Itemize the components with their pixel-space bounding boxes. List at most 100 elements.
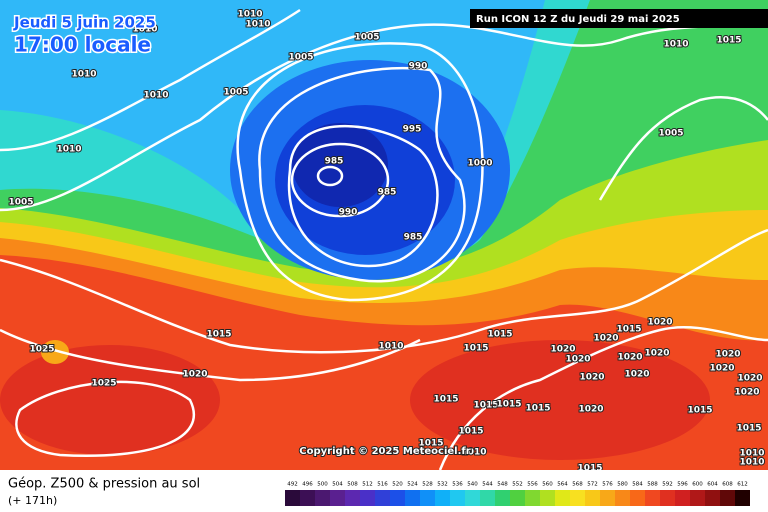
isobar-label: 1015 [463,344,488,354]
isobar-label: 1010 [461,448,486,458]
legend-swatch [615,490,630,506]
isobar-label: 1015 [525,404,550,414]
isobar-label: 1020 [715,350,740,360]
legend-swatch [705,490,720,506]
legend-tick-label: 544 [482,482,493,488]
isobar-label: 985 [378,188,397,198]
isobar-label: 1005 [8,198,33,208]
legend-swatch [375,490,390,506]
legend-tick-label: 600 [692,482,703,488]
legend-swatch [510,490,525,506]
isobar-label: 1015 [418,439,443,449]
legend-tick-label: 496 [302,482,313,488]
isobar-label: 995 [403,125,422,135]
run-label: Run ICON 12 Z du Jeudi 29 mai 2025 [476,14,680,25]
legend-swatch [420,490,435,506]
legend-swatch [285,490,300,506]
isobar-label: 1020 [578,405,603,415]
legend-tick-label: 572 [587,482,598,488]
legend-tick-label: 560 [542,482,553,488]
isobar-label: 1005 [354,33,379,43]
forecast-time: 17:00 locale [14,33,151,57]
isobar-label: 1015 [487,330,512,340]
isobar-label: 1020 [565,355,590,365]
isobar-label: 985 [404,233,423,243]
isobar-label: 1020 [734,388,759,398]
legend-swatch [645,490,660,506]
legend-swatch [585,490,600,506]
legend-swatch [390,490,405,506]
isobar-label: 1005 [658,129,683,139]
isobar-label: 1015 [716,36,741,46]
legend-swatch [345,490,360,506]
isobar-label: 1010 [739,449,764,459]
isobars [0,8,768,471]
legend-tick-label: 532 [437,482,448,488]
legend-swatch [555,490,570,506]
legend-swatch [315,490,330,506]
legend-tick-label: 500 [317,482,328,488]
copyright: Copyright © 2025 Meteociel.fr [299,446,470,457]
isobar-label: 1025 [29,345,54,355]
legend-tick-label: 552 [512,482,523,488]
map-background [0,0,768,470]
footer-title: Géop. Z500 & pression au sol [8,477,200,492]
legend-tick-label: 516 [377,482,388,488]
legend-swatch [525,490,540,506]
isobar-label: 1015 [687,406,712,416]
legend-swatch [300,490,315,506]
legend-tick-label: 504 [332,482,343,488]
legend-swatch [495,490,510,506]
legend-tick-label: 564 [557,482,568,488]
legend-swatch [480,490,495,506]
legend-swatch [735,490,750,506]
isobar-label: 985 [325,157,344,167]
isobar-label: 1020 [709,364,734,374]
legend-tick-label: 508 [347,482,358,488]
legend-tick-label: 612 [737,482,748,488]
isobar-label: 1010 [71,70,96,80]
isobar-label: 1010 [245,20,270,30]
isobar-label: 1005 [288,53,313,63]
isobar-label: 1020 [617,353,642,363]
isobar-label: 1015 [736,424,761,434]
isobar-label: 1020 [579,373,604,383]
isobar-label: 1015 [473,401,498,411]
isobar-label: 1015 [496,400,521,410]
legend-swatch [405,490,420,506]
isobar-label: 1005 [223,88,248,98]
legend-tick-label: 588 [647,482,658,488]
legend-tick-label: 576 [602,482,613,488]
legend-tick-label: 580 [617,482,628,488]
legend-tick-label: 536 [452,482,463,488]
legend-swatch [450,490,465,506]
isobar-label: 1020 [550,345,575,355]
isobar-label: 990 [409,62,428,72]
run-box [470,9,768,28]
isobar-label: 1020 [624,370,649,380]
legend-tick-label: 548 [497,482,508,488]
legend-swatch [435,490,450,506]
isobar-label: 1010 [378,342,403,352]
legend-swatch [690,490,705,506]
legend-tick-label: 524 [407,482,418,488]
legend-tick-label: 604 [707,482,718,488]
legend-tick-label: 584 [632,482,643,488]
isobar-label: 1010 [56,145,81,155]
legend-swatch [330,490,345,506]
legend-tick-label: 528 [422,482,433,488]
isobar-label: 1015 [458,427,483,437]
legend-swatch [465,490,480,506]
isobar-label: 1020 [647,318,672,328]
isobar-label: 1020 [737,374,762,384]
isobar-label: 1020 [593,334,618,344]
isobar-label: 1010 [739,458,764,468]
color-legend: 492 496 500 504 508 512 516 520 524 528 532 536 540 5… [285,482,750,506]
legend-tick-label: 540 [467,482,478,488]
legend-tick-label: 520 [392,482,403,488]
legend-swatch [660,490,675,506]
legend-tick-label: 556 [527,482,538,488]
